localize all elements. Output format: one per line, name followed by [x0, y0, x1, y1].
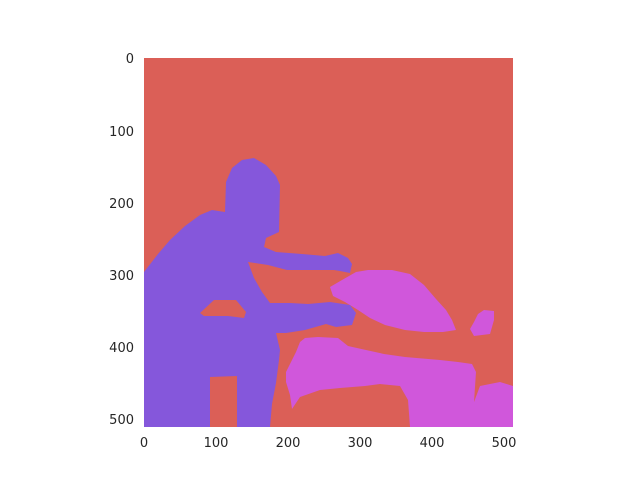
y-tick-label: 500	[109, 413, 134, 428]
x-tick-label: 500	[492, 436, 517, 451]
y-axis: 0 100 200 300 400 500	[109, 52, 134, 428]
y-tick-label: 100	[109, 125, 134, 140]
segmentation-mask	[144, 58, 513, 427]
y-tick-label: 0	[126, 52, 134, 67]
x-tick-label: 100	[204, 436, 229, 451]
x-axis: 0 100 200 300 400 500	[140, 436, 517, 451]
x-tick-label: 0	[140, 436, 148, 451]
mask-region-background-gap	[200, 300, 246, 318]
mask-region-object-3	[286, 337, 513, 427]
x-tick-label: 400	[420, 436, 445, 451]
y-tick-label: 300	[109, 269, 134, 284]
x-tick-label: 300	[348, 436, 373, 451]
mask-region-person	[144, 158, 356, 427]
y-tick-label: 400	[109, 341, 134, 356]
x-tick-label: 200	[276, 436, 301, 451]
mask-region-object-1	[330, 270, 456, 332]
y-tick-label: 200	[109, 197, 134, 212]
mask-region-object-2	[470, 310, 494, 336]
